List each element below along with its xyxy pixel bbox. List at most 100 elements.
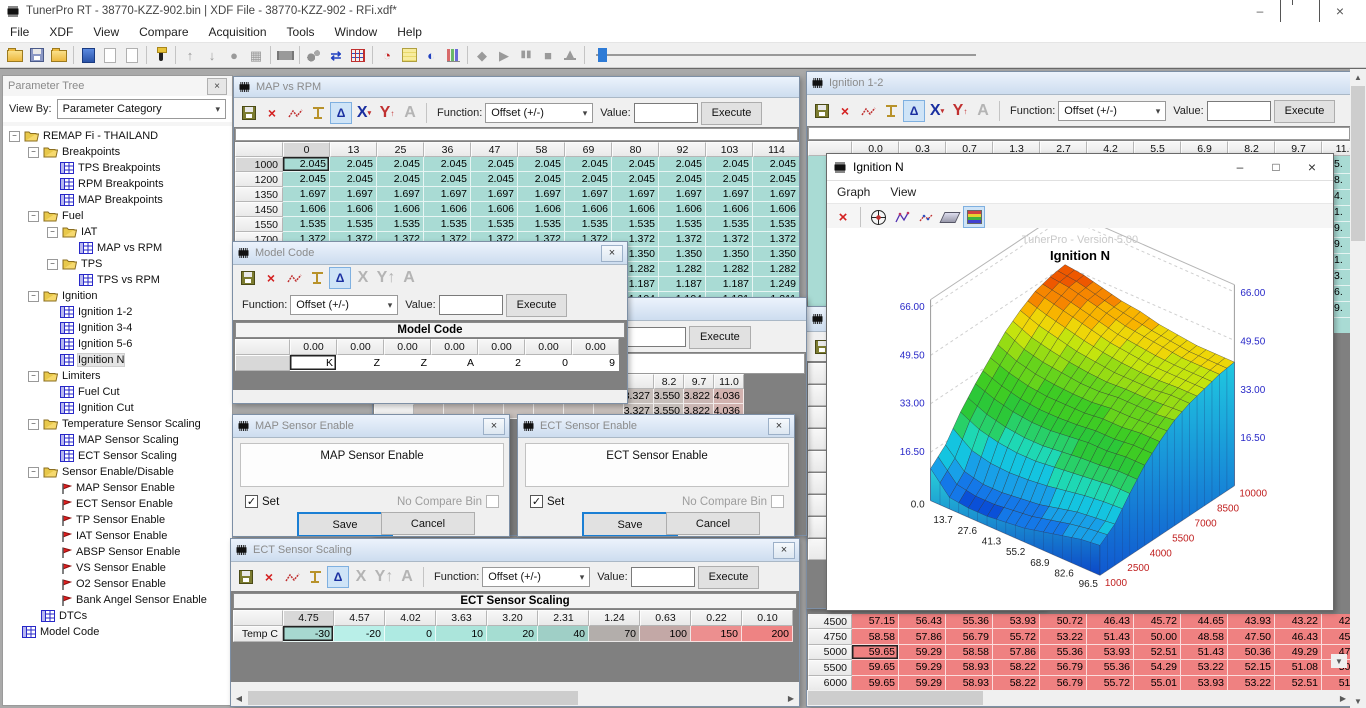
- table-header-cell[interactable]: 0.00: [337, 339, 384, 355]
- tree-item[interactable]: Ignition 3-4: [3, 320, 232, 336]
- tree-item[interactable]: RPM Breakpoints: [3, 176, 232, 192]
- table-cell[interactable]: 59.65: [852, 644, 899, 661]
- table-cell[interactable]: 44.65: [1181, 614, 1228, 630]
- table-cell[interactable]: 50.36: [1228, 644, 1275, 661]
- record-button[interactable]: ●: [230, 47, 238, 63]
- tree-item[interactable]: IAT Sensor Enable: [3, 528, 232, 544]
- tree-expander-icon[interactable]: −: [28, 290, 39, 302]
- table-cell[interactable]: 1.535: [377, 217, 424, 232]
- table-cell[interactable]: 56.79: [1040, 660, 1087, 676]
- table-cell[interactable]: 3.327: [624, 389, 654, 404]
- tree-expander-icon[interactable]: −: [9, 130, 20, 142]
- table-cell[interactable]: 1.535: [706, 217, 753, 232]
- line-chart-icon[interactable]: [892, 207, 912, 227]
- table-cell[interactable]: 1.282: [706, 262, 753, 277]
- tree-item[interactable]: Ignition Cut: [3, 400, 232, 416]
- table-cell[interactable]: 45.72: [1134, 614, 1181, 630]
- table-cell[interactable]: 1.350: [753, 247, 799, 262]
- graph-icon[interactable]: [284, 268, 304, 288]
- table-header-cell[interactable]: 92: [659, 142, 706, 157]
- table-cell[interactable]: 55.72: [1087, 675, 1134, 691]
- compare-scales-icon[interactable]: [305, 567, 325, 587]
- table-cell[interactable]: 1.535: [659, 217, 706, 232]
- table-cell[interactable]: 1.606: [659, 202, 706, 217]
- execute-button[interactable]: Execute: [697, 565, 760, 589]
- table-cell[interactable]: 2.045: [283, 157, 330, 172]
- pause-button[interactable]: ▮▮: [520, 49, 532, 60]
- parameter-tree-close-button[interactable]: ×: [207, 77, 227, 95]
- ect-scaling-hscrollbar[interactable]: ◀ ▶: [231, 690, 799, 706]
- close-button[interactable]: ×: [1307, 159, 1317, 175]
- table-cell[interactable]: 1.697: [377, 187, 424, 202]
- stop-button[interactable]: ■: [544, 47, 552, 63]
- table-cell[interactable]: 54.29: [1134, 660, 1181, 676]
- tree-item[interactable]: VS Sensor Enable: [3, 560, 232, 576]
- value-input[interactable]: [1206, 101, 1271, 121]
- close-icon[interactable]: ×: [483, 417, 505, 435]
- tree-item[interactable]: TPS vs RPM: [3, 272, 232, 288]
- delete-icon[interactable]: ×: [840, 103, 850, 119]
- table-header-cell[interactable]: 0.00: [384, 339, 431, 355]
- table-header-cell[interactable]: 6000: [808, 675, 852, 691]
- table-header-cell[interactable]: 103: [706, 142, 753, 157]
- table-cell[interactable]: 1.: [1331, 254, 1351, 270]
- notes-button[interactable]: [398, 45, 420, 66]
- table-header-cell[interactable]: 4.75: [283, 610, 334, 626]
- table-cell[interactable]: 58.58: [946, 644, 993, 661]
- set-checkbox[interactable]: ✓: [245, 495, 258, 508]
- delta-view-icon[interactable]: Δ: [330, 102, 352, 124]
- compare-swap-button[interactable]: ⇄: [330, 47, 342, 63]
- table-cell[interactable]: 9: [572, 355, 619, 371]
- function-select[interactable]: Offset (+/-)▾: [290, 295, 399, 315]
- table-cell[interactable]: 57.86: [899, 629, 946, 645]
- table-header-cell[interactable]: 0.00: [431, 339, 478, 355]
- eject-button[interactable]: ▲: [563, 46, 577, 62]
- table-cell[interactable]: 70: [589, 626, 640, 642]
- close-icon[interactable]: ×: [601, 244, 623, 262]
- table-header-cell[interactable]: 1550: [235, 217, 283, 232]
- table-cell[interactable]: -30: [283, 626, 334, 642]
- function-select[interactable]: Offset (+/-)▾: [482, 567, 591, 587]
- table-header-cell[interactable]: 1450: [235, 202, 283, 217]
- save-icon[interactable]: [238, 268, 258, 288]
- table-cell[interactable]: 2.045: [518, 157, 565, 172]
- table-cell[interactable]: 55.36: [946, 614, 993, 630]
- map-vs-rpm-titlebar[interactable]: MAP vs RPM: [234, 77, 799, 98]
- delta-view-icon[interactable]: Δ: [329, 267, 351, 289]
- tree-item[interactable]: MAP Sensor Scaling: [3, 432, 232, 448]
- tree-expander-icon[interactable]: −: [28, 418, 39, 430]
- tree-item[interactable]: O2 Sensor Enable: [3, 576, 232, 592]
- compare-scales-icon[interactable]: [307, 268, 327, 288]
- color-bands-icon[interactable]: [963, 206, 985, 228]
- table-header-cell[interactable]: 8.2: [1228, 141, 1275, 156]
- menu-item-window[interactable]: Window: [334, 25, 378, 39]
- copy-button[interactable]: ▦: [249, 47, 263, 63]
- table-cell[interactable]: 58.22: [993, 675, 1040, 691]
- table-cell[interactable]: Z: [337, 355, 384, 371]
- table-header-cell[interactable]: 11.0: [714, 374, 744, 389]
- table-cell[interactable]: 46.43: [1087, 614, 1134, 630]
- table-cell[interactable]: 3.822: [684, 389, 714, 404]
- table-cell[interactable]: 1.350: [706, 247, 753, 262]
- table-cell[interactable]: 1.187: [659, 277, 706, 292]
- table-header-cell[interactable]: 5500: [808, 660, 852, 676]
- table-cell[interactable]: 2.045: [659, 157, 706, 172]
- save-icon[interactable]: [812, 101, 832, 121]
- table-cell[interactable]: 53.93: [993, 614, 1040, 630]
- tree-item[interactable]: − Sensor Enable/Disable: [3, 464, 232, 480]
- table-cell[interactable]: 2.045: [659, 172, 706, 187]
- table-cell[interactable]: 59.65: [852, 675, 899, 691]
- table-cell[interactable]: Z: [384, 355, 431, 371]
- y-axis-icon[interactable]: Y ↑: [379, 104, 395, 121]
- table-cell[interactable]: 1.606: [283, 202, 330, 217]
- table-cell[interactable]: 1.372: [753, 232, 799, 247]
- tree-expander-icon[interactable]: −: [28, 370, 39, 382]
- table-cell[interactable]: 2.045: [330, 172, 377, 187]
- table-cell[interactable]: 52.15: [1228, 660, 1275, 676]
- save-icon[interactable]: [236, 567, 256, 587]
- save-icon[interactable]: [239, 103, 259, 123]
- settings-button[interactable]: [303, 45, 325, 66]
- table-header-cell[interactable]: [624, 374, 654, 389]
- table-cell[interactable]: 52.51: [1134, 644, 1181, 661]
- graph-icon[interactable]: [858, 101, 878, 121]
